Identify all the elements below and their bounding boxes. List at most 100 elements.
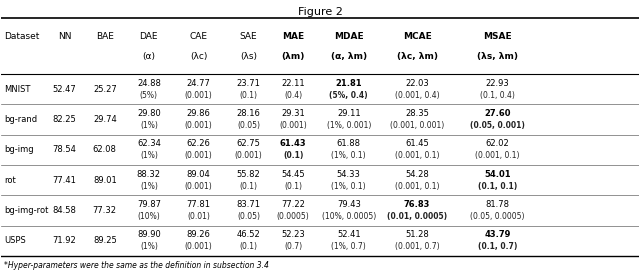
Text: SAE: SAE xyxy=(239,31,257,40)
Text: 61.45: 61.45 xyxy=(405,140,429,149)
Text: (10%): (10%) xyxy=(138,212,160,221)
Text: 79.87: 79.87 xyxy=(137,200,161,209)
Text: 22.03: 22.03 xyxy=(405,79,429,88)
Text: (1%): (1%) xyxy=(140,151,158,160)
Text: 61.88: 61.88 xyxy=(337,140,361,149)
Text: 82.25: 82.25 xyxy=(52,115,76,124)
Text: (0.1, 0.4): (0.1, 0.4) xyxy=(480,91,515,100)
Text: (1%, 0.001): (1%, 0.001) xyxy=(326,121,371,130)
Text: 79.43: 79.43 xyxy=(337,200,361,209)
Text: (0.0005): (0.0005) xyxy=(277,212,310,221)
Text: 78.54: 78.54 xyxy=(52,145,77,154)
Text: (0.05, 0.0005): (0.05, 0.0005) xyxy=(470,212,525,221)
Text: (0.001): (0.001) xyxy=(185,242,212,251)
Text: 28.16: 28.16 xyxy=(237,109,260,118)
Text: (λc, λm): (λc, λm) xyxy=(397,52,438,61)
Text: 88.32: 88.32 xyxy=(137,170,161,179)
Text: 51.28: 51.28 xyxy=(405,230,429,239)
Text: 54.01: 54.01 xyxy=(484,170,511,179)
Text: 27.60: 27.60 xyxy=(484,109,511,118)
Text: (0.1, 0.1): (0.1, 0.1) xyxy=(478,182,517,191)
Text: 76.83: 76.83 xyxy=(404,200,430,209)
Text: 62.75: 62.75 xyxy=(237,140,260,149)
Text: (10%, 0.0005): (10%, 0.0005) xyxy=(322,212,376,221)
Text: 28.35: 28.35 xyxy=(405,109,429,118)
Text: 29.74: 29.74 xyxy=(93,115,116,124)
Text: 29.80: 29.80 xyxy=(137,109,161,118)
Text: 54.45: 54.45 xyxy=(282,170,305,179)
Text: MCAE: MCAE xyxy=(403,31,431,40)
Text: 77.32: 77.32 xyxy=(93,206,116,215)
Text: 46.52: 46.52 xyxy=(237,230,260,239)
Text: 22.11: 22.11 xyxy=(282,79,305,88)
Text: (0.001, 0.001): (0.001, 0.001) xyxy=(390,121,444,130)
Text: (λm): (λm) xyxy=(282,52,305,61)
Text: 29.11: 29.11 xyxy=(337,109,360,118)
Text: (0.001): (0.001) xyxy=(185,151,212,160)
Text: (λc): (λc) xyxy=(190,52,207,61)
Text: USPS: USPS xyxy=(4,236,26,245)
Text: (0.7): (0.7) xyxy=(284,242,302,251)
Text: MDAE: MDAE xyxy=(334,31,364,40)
Text: (λs): (λs) xyxy=(240,52,257,61)
Text: (1%, 0.7): (1%, 0.7) xyxy=(332,242,366,251)
Text: (0.001): (0.001) xyxy=(185,182,212,191)
Text: (0.01): (0.01) xyxy=(188,212,210,221)
Text: NN: NN xyxy=(58,31,71,40)
Text: 61.43: 61.43 xyxy=(280,140,307,149)
Text: 21.81: 21.81 xyxy=(335,79,362,88)
Text: 62.26: 62.26 xyxy=(187,140,211,149)
Text: 77.22: 77.22 xyxy=(281,200,305,209)
Text: (1%, 0.1): (1%, 0.1) xyxy=(332,151,366,160)
Text: MNIST: MNIST xyxy=(4,85,30,94)
Text: 71.92: 71.92 xyxy=(52,236,76,245)
Text: (0.1): (0.1) xyxy=(283,151,303,160)
Text: (λs, λm): (λs, λm) xyxy=(477,52,518,61)
Text: bg-img-rot: bg-img-rot xyxy=(4,206,48,215)
Text: (0.1): (0.1) xyxy=(239,242,257,251)
Text: (0.1): (0.1) xyxy=(284,182,302,191)
Text: (1%): (1%) xyxy=(140,242,158,251)
Text: (α): (α) xyxy=(142,52,156,61)
Text: 77.41: 77.41 xyxy=(52,176,77,185)
Text: 43.79: 43.79 xyxy=(484,230,511,239)
Text: MAE: MAE xyxy=(282,31,304,40)
Text: 29.86: 29.86 xyxy=(187,109,211,118)
Text: (0.001, 0.1): (0.001, 0.1) xyxy=(395,182,439,191)
Text: Dataset: Dataset xyxy=(4,31,39,40)
Text: (1%): (1%) xyxy=(140,182,158,191)
Text: (0.001, 0.1): (0.001, 0.1) xyxy=(476,151,520,160)
Text: 62.08: 62.08 xyxy=(93,145,116,154)
Text: 77.81: 77.81 xyxy=(187,200,211,209)
Text: 23.71: 23.71 xyxy=(237,79,260,88)
Text: (5%): (5%) xyxy=(140,91,158,100)
Text: 89.26: 89.26 xyxy=(187,230,211,239)
Text: (α, λm): (α, λm) xyxy=(331,52,367,61)
Text: 89.90: 89.90 xyxy=(137,230,161,239)
Text: 24.77: 24.77 xyxy=(187,79,211,88)
Text: 89.01: 89.01 xyxy=(93,176,116,185)
Text: (0.001, 0.7): (0.001, 0.7) xyxy=(395,242,440,251)
Text: bg-img: bg-img xyxy=(4,145,33,154)
Text: 52.41: 52.41 xyxy=(337,230,360,239)
Text: 84.58: 84.58 xyxy=(52,206,77,215)
Text: (0.01, 0.0005): (0.01, 0.0005) xyxy=(387,212,447,221)
Text: (0.001, 0.1): (0.001, 0.1) xyxy=(395,151,439,160)
Text: 52.23: 52.23 xyxy=(282,230,305,239)
Text: (0.001): (0.001) xyxy=(185,91,212,100)
Text: (0.1): (0.1) xyxy=(239,91,257,100)
Text: (0.4): (0.4) xyxy=(284,91,302,100)
Text: (0.05): (0.05) xyxy=(237,212,260,221)
Text: *Hyper-parameters were the same as the definition in subsection 3.4: *Hyper-parameters were the same as the d… xyxy=(4,261,269,270)
Text: 62.34: 62.34 xyxy=(137,140,161,149)
Text: Figure 2: Figure 2 xyxy=(298,7,342,17)
Text: (0.05): (0.05) xyxy=(237,121,260,130)
Text: (0.1, 0.7): (0.1, 0.7) xyxy=(478,242,517,251)
Text: 81.78: 81.78 xyxy=(486,200,509,209)
Text: 89.04: 89.04 xyxy=(187,170,211,179)
Text: BAE: BAE xyxy=(96,31,114,40)
Text: (0.001): (0.001) xyxy=(185,121,212,130)
Text: (1%): (1%) xyxy=(140,121,158,130)
Text: (0.001): (0.001) xyxy=(279,121,307,130)
Text: 25.27: 25.27 xyxy=(93,85,116,94)
